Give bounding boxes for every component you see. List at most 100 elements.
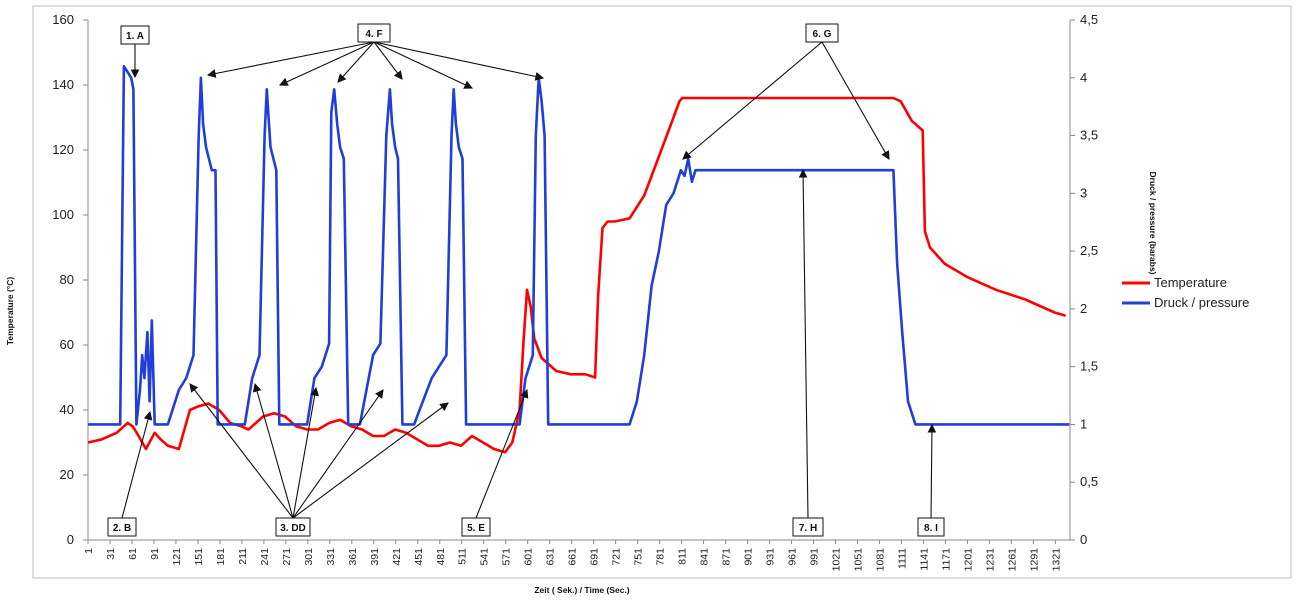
annotation-box [120,25,150,45]
legend-label: Temperature [1154,275,1227,290]
x-tick-label: 451 [413,548,425,566]
x-tick-label: 481 [435,548,447,566]
series-line-pressure [88,64,1070,426]
y-right-tick-label: 3,5 [1080,128,1098,143]
x-tick-label: 541 [479,548,491,566]
x-tick-label: 1021 [830,548,842,572]
annotation-label: 5. E [467,523,485,534]
annotation-arrow [682,41,823,160]
annotation-layer: 1. A 2. B 3. DD 4. F 5. E 6. G 7. H 8. I [107,23,945,537]
y-right-tick-label: 4 [1080,70,1087,85]
x-tick-label: 1051 [852,548,864,572]
annotation-arrow [475,388,529,519]
y-right-tick-label: 2 [1080,301,1087,316]
y-left-tick-label: 160 [52,12,74,27]
x-tick-label: 691 [589,548,601,566]
x-tick-label: 1231 [984,548,996,572]
y-left-tick-label: 140 [52,77,74,92]
annotation-arrow [373,41,545,81]
annotation-label: 7. H [799,523,817,534]
x-tick-label: 1201 [962,548,974,572]
annotation-box [461,517,491,537]
annotation-arrow [373,41,473,89]
annotation-label: 2. B [113,523,131,534]
annotation-arrow [798,168,809,519]
x-tick-label: 271 [281,548,293,566]
x-tick-label: 1171 [940,548,952,571]
series-layer [87,64,1070,454]
annotation-box [805,23,839,43]
x-tick-label: 151 [193,548,205,566]
y-axis-title-left: Temperature (°C) [5,277,15,346]
x-tick-label: 571 [501,548,513,566]
annotation-arrow [292,386,319,519]
x-tick-label: 361 [347,548,359,566]
annotation-arrow [189,383,294,519]
x-tick-label: 961 [787,548,799,566]
annotation-arrow [373,41,403,80]
x-tick-label: 601 [523,548,535,566]
y-left-tick-label: 120 [52,142,74,157]
x-tick-label: 1141 [918,548,930,571]
x-tick-label: 1 [83,548,95,554]
y-left-tick-label: 0 [67,532,74,547]
x-tick-label: 991 [809,548,821,566]
annotation-label: 1. A [126,31,144,42]
y-left-tick-label: 40 [60,402,74,417]
annotation-label: 8. I [924,523,938,534]
annotation-arrow [121,410,153,519]
annotation-arrow [206,41,375,78]
x-tick-label: 331 [325,548,337,566]
annotation-arrow [292,402,449,519]
x-tick-label: 631 [545,548,557,566]
annotation-box [357,23,391,43]
annotation-arrow [821,41,890,160]
legend: Temperature Druck / pressure [1122,275,1249,310]
x-tick-label: 511 [457,548,469,565]
x-tick-label: 931 [765,548,777,566]
x-tick-label: 61 [127,548,139,560]
y-left-tick-label: 60 [60,337,74,352]
x-tick-label: 421 [391,548,403,566]
x-axis-title: Zeit ( Sek.) / Time (Sec.) [534,585,629,595]
x-tick-label: 781 [655,548,667,566]
y-right-tick-label: 1 [1080,416,1087,431]
x-tick-label: 751 [633,548,645,566]
x-tick-label: 211 [237,548,249,565]
annotation-box [917,517,945,537]
x-tick-label: 91 [149,548,161,560]
y-right-tick-label: 0 [1080,532,1087,547]
x-tick-label: 31 [105,548,117,560]
annotation-box [107,517,137,537]
y-right-tick-label: 4,5 [1080,12,1098,27]
legend-label: Druck / pressure [1154,295,1249,310]
y-left-tick-label: 80 [60,272,74,287]
series-line-temperature [87,96,1066,454]
y-right-tick-label: 2,5 [1080,243,1098,258]
annotation-label: 6. G [813,29,832,40]
y-left-tick-label: 20 [60,467,74,482]
x-tick-label: 1081 [874,548,886,572]
x-tick-label: 391 [369,548,381,566]
x-tick-label: 721 [611,548,623,566]
y-right-tick-label: 1,5 [1080,359,1098,374]
x-tick-label: 1111 [896,548,908,569]
annotation-box [792,517,824,537]
x-tick-label: 811 [677,548,689,565]
y-left-tick-label: 100 [52,207,74,222]
y-right-tick-label: 0,5 [1080,474,1098,489]
x-tick-label: 661 [567,548,579,566]
x-tick-label: 1261 [1006,548,1018,572]
x-tick-label: 841 [699,548,711,566]
chart-frame [32,5,1292,579]
annotation-arrow [337,41,375,83]
x-tick-label: 1321 [1050,548,1062,572]
annotation-label: 3. DD [280,523,306,534]
annotation-arrow [252,382,294,519]
x-tick-label: 241 [259,548,271,566]
x-tick-label: 181 [215,548,227,566]
annotation-arrow [292,389,384,519]
annotation-label: 4. F [365,29,382,40]
